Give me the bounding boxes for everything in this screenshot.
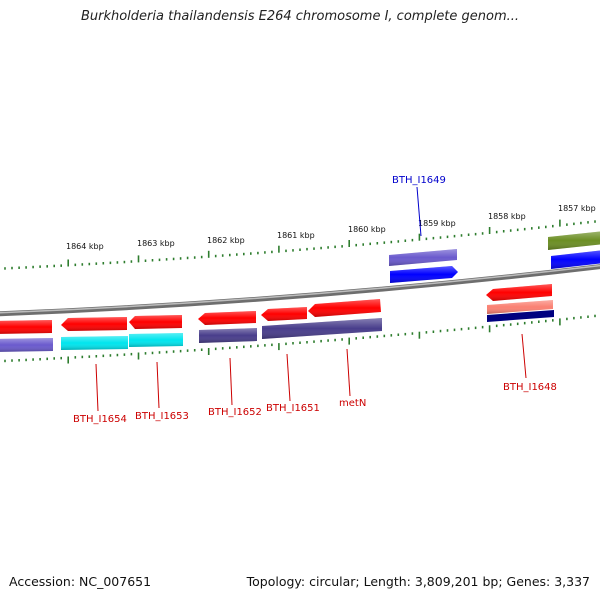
gene-label-metn[interactable]: metN xyxy=(339,398,366,409)
chromosome-backbone xyxy=(0,264,600,317)
gene-label-bth-i1651[interactable]: BTH_I1651 xyxy=(266,403,320,414)
gene-label-bth-i1649[interactable]: BTH_I1649 xyxy=(392,175,446,186)
tick-labels: 1864 kbp 1863 kbp 1862 kbp 1861 kbp 1860… xyxy=(66,204,596,251)
label-leaders xyxy=(95,186,527,412)
feature-bth-i1654[interactable] xyxy=(0,320,53,352)
forward-strand-features xyxy=(389,231,600,283)
map-title: Burkholderia thailandensis E264 chromoso… xyxy=(80,9,520,24)
outer-scale-arc xyxy=(4,219,596,270)
feature-bth-i1652[interactable] xyxy=(198,311,257,343)
genome-summary-text: Topology: circular; Length: 3,809,201 bp… xyxy=(246,574,590,589)
gene-label-bth-i1648[interactable]: BTH_I1648 xyxy=(503,382,557,393)
tick-label: 1864 kbp xyxy=(66,242,104,251)
tick-label: 1861 kbp xyxy=(277,231,315,240)
tick-label: 1857 kbp xyxy=(558,204,596,213)
reverse-strand-features xyxy=(0,284,554,352)
inner-scale-arc xyxy=(4,314,596,364)
gene-label-bth-i1652[interactable]: BTH_I1652 xyxy=(208,407,262,418)
feature-bth-i1648[interactable] xyxy=(486,284,554,322)
accession-text: Accession: NC_007651 xyxy=(9,574,152,589)
feature-bth-i1651[interactable] xyxy=(261,307,307,321)
feature-metn[interactable] xyxy=(262,299,382,339)
tick-label: 1858 kbp xyxy=(488,212,526,221)
feature-bth-i1653-cds[interactable] xyxy=(129,315,183,347)
gene-label-bth-i1653[interactable]: BTH_I1653 xyxy=(135,411,189,422)
feature-bth-i1649[interactable] xyxy=(389,249,458,283)
tick-label: 1859 kbp xyxy=(418,219,456,228)
gene-labels: BTH_I1654 BTH_I1653 BTH_I1652 BTH_I1651 … xyxy=(73,175,557,425)
gene-label-bth-i1654[interactable]: BTH_I1654 xyxy=(73,414,127,425)
tick-label: 1863 kbp xyxy=(137,239,175,248)
feature-bth-i1653[interactable] xyxy=(61,317,128,350)
chromosome-backbone-highlight xyxy=(0,264,600,314)
tick-label: 1862 kbp xyxy=(207,236,245,245)
tick-label: 1860 kbp xyxy=(348,225,386,234)
feature-right-edge[interactable] xyxy=(548,231,600,269)
